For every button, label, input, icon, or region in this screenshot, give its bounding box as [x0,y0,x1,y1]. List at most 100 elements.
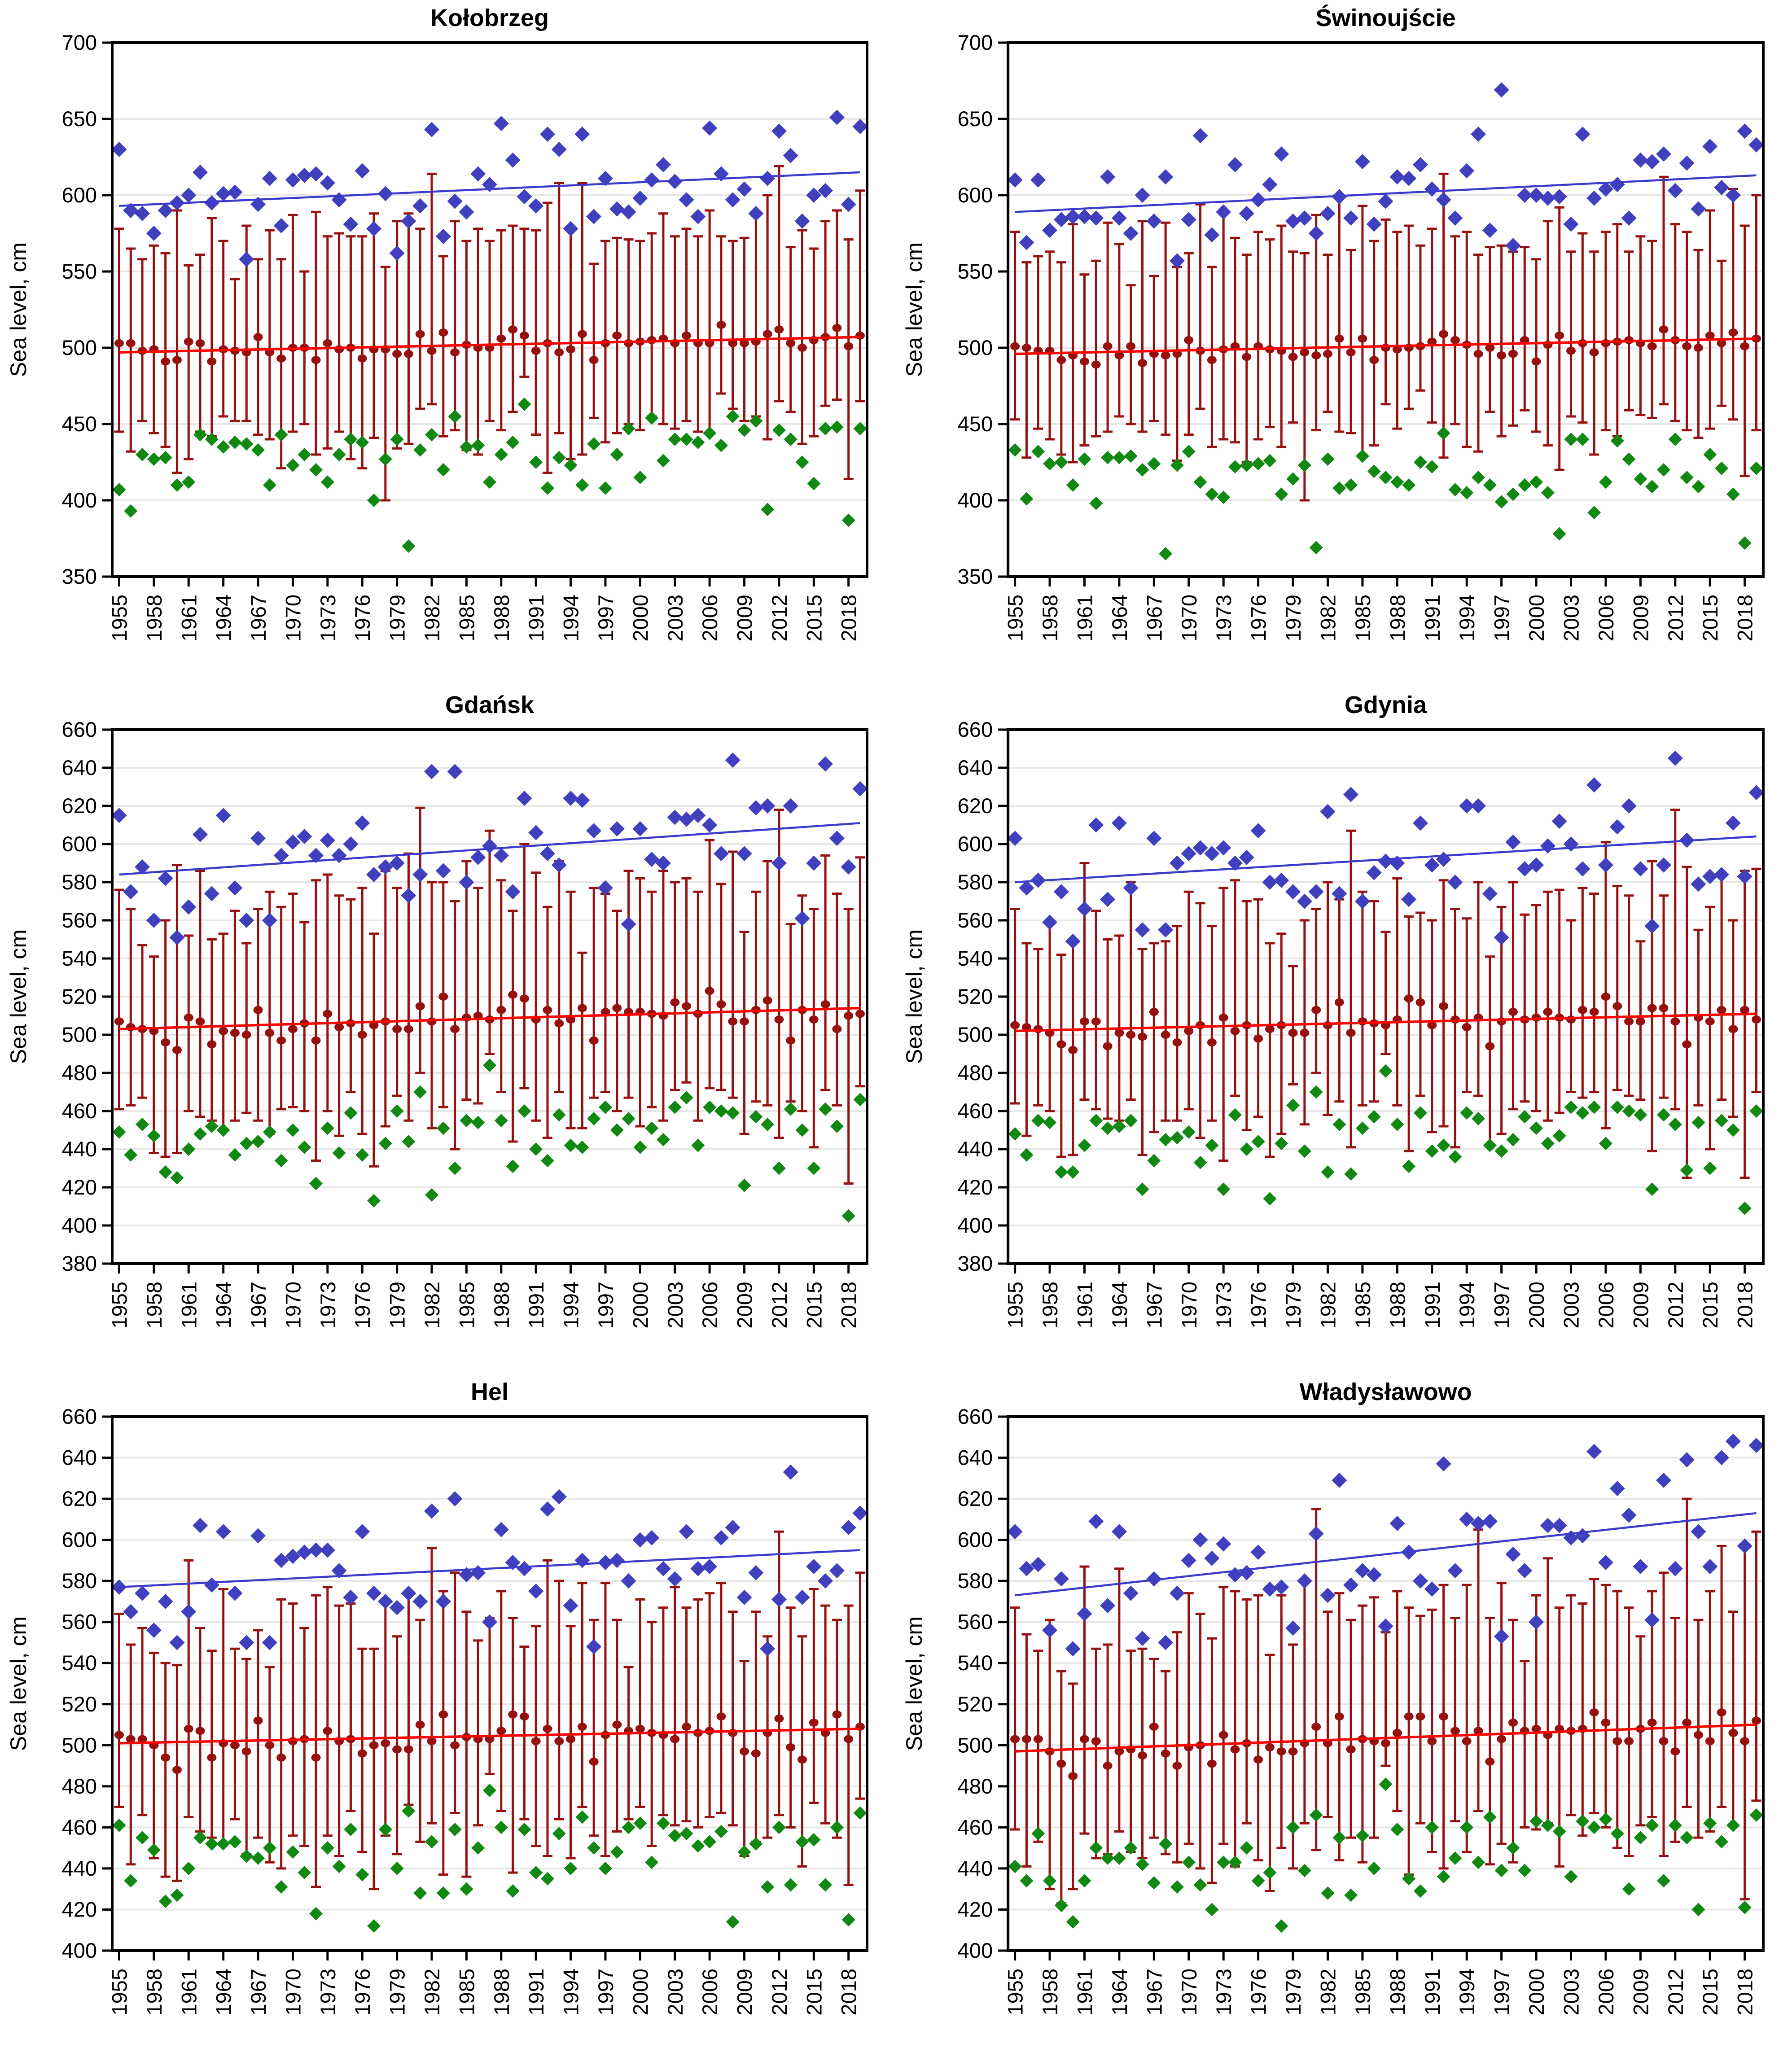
max-point [1424,857,1440,873]
max-point [193,165,208,180]
max-point [1633,1559,1648,1575]
max-point [1192,128,1208,144]
max-point [470,166,486,182]
min-point [540,481,554,495]
max-point [424,764,440,779]
min-point [853,1093,867,1107]
chart-title: Kołobrzeg [430,4,549,31]
min-point [726,410,740,423]
x-tick-label: 1985 [455,1282,478,1329]
x-tick-label: 2006 [698,1969,722,2016]
max-point [655,1561,671,1576]
min-point [1135,1857,1149,1871]
max-point [1077,1606,1092,1622]
min-point [1193,1878,1207,1892]
max-point [1563,836,1579,852]
min-point [332,448,346,461]
y-tick-label: 620 [62,1487,97,1510]
min-point [656,454,670,468]
max-point [563,1598,578,1614]
max-point [1250,823,1266,839]
mean-point [323,1010,333,1018]
mean-point [1751,1716,1761,1725]
max-point [1609,177,1625,193]
max-point [1459,163,1475,179]
min-point [1193,1155,1207,1169]
max-point [528,825,544,840]
mean-point [1033,1025,1043,1033]
mean-trend [119,336,860,354]
max-point [343,836,359,852]
max-point [517,1561,532,1576]
min-point [1251,1135,1265,1148]
mean-point [1659,325,1669,334]
min-point [460,1882,473,1896]
min-point [1691,1903,1705,1917]
max-point [1505,238,1521,254]
max-point [1748,137,1764,153]
mean-point [438,328,448,337]
mean-point [161,357,171,366]
y-tick-label: 540 [958,1651,993,1675]
mean-point [265,1028,275,1037]
max-point [1158,922,1174,938]
y-axis: 350 400 450 500 550 600 650 700 [62,31,112,588]
y-tick-label: 560 [958,1610,993,1634]
min-point [124,1874,138,1888]
y-tick-label: 480 [958,1774,993,1798]
x-tick-label: 1982 [1316,1969,1340,2016]
max-point [806,188,822,203]
mean-point [1253,1755,1263,1764]
min-point [1472,1112,1485,1125]
max-point [146,226,162,241]
mean-point [1300,1028,1310,1037]
max-point [1691,876,1706,892]
min-point [714,1825,728,1838]
min-point [552,451,566,464]
mean-point [438,1710,448,1719]
mean-point [1543,1008,1553,1016]
min-point [1205,1903,1219,1917]
mean-point [774,1714,784,1723]
max-point [702,1559,718,1575]
mean-point [1334,998,1344,1006]
mean-point [1358,334,1367,343]
min-point [1552,1129,1566,1143]
x-tick-label: 2009 [733,595,757,642]
mean-point [438,993,448,1001]
error-bars [114,1530,865,1890]
max-point [806,855,822,871]
min-point [1321,1165,1335,1179]
max-point [1030,172,1046,188]
mean-point [450,348,460,357]
min-point [193,428,207,442]
mean-point [1717,339,1726,347]
max-point [1343,210,1359,226]
max-point [1667,750,1683,766]
mean-point [1230,1027,1240,1035]
max-point [1563,216,1579,232]
y-tick-label: 400 [62,1213,97,1237]
y-tick-label: 420 [62,1897,97,1921]
y-tick-label: 420 [958,1175,993,1199]
max-point [1262,1581,1278,1597]
max-point [493,1522,509,1537]
max-point [377,1593,393,1609]
mean-point [1462,1737,1472,1746]
mean-point [1242,353,1252,361]
min-point [841,1209,855,1223]
y-tick-label: 620 [62,794,97,818]
x-tick-label: 1964 [1108,1969,1131,2016]
x-tick-label: 1973 [316,1969,340,2016]
mean-point [381,1739,390,1747]
x-tick-label: 1997 [1490,1282,1514,1329]
mean-point [1439,1712,1449,1721]
max-point [621,1573,636,1589]
max-point [1077,901,1092,917]
max-point [123,203,139,218]
min-point [1240,1142,1253,1156]
min-point [1089,1114,1103,1128]
min-point [1228,1108,1242,1122]
min-point [1008,443,1022,457]
mean-point [253,333,263,341]
